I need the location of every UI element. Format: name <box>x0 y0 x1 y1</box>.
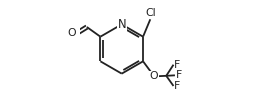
Text: N: N <box>118 18 126 31</box>
Text: F: F <box>175 70 182 80</box>
Text: F: F <box>174 81 180 91</box>
Text: O: O <box>67 28 76 38</box>
Text: O: O <box>150 71 158 81</box>
Text: Cl: Cl <box>145 8 156 18</box>
Text: F: F <box>174 60 180 70</box>
